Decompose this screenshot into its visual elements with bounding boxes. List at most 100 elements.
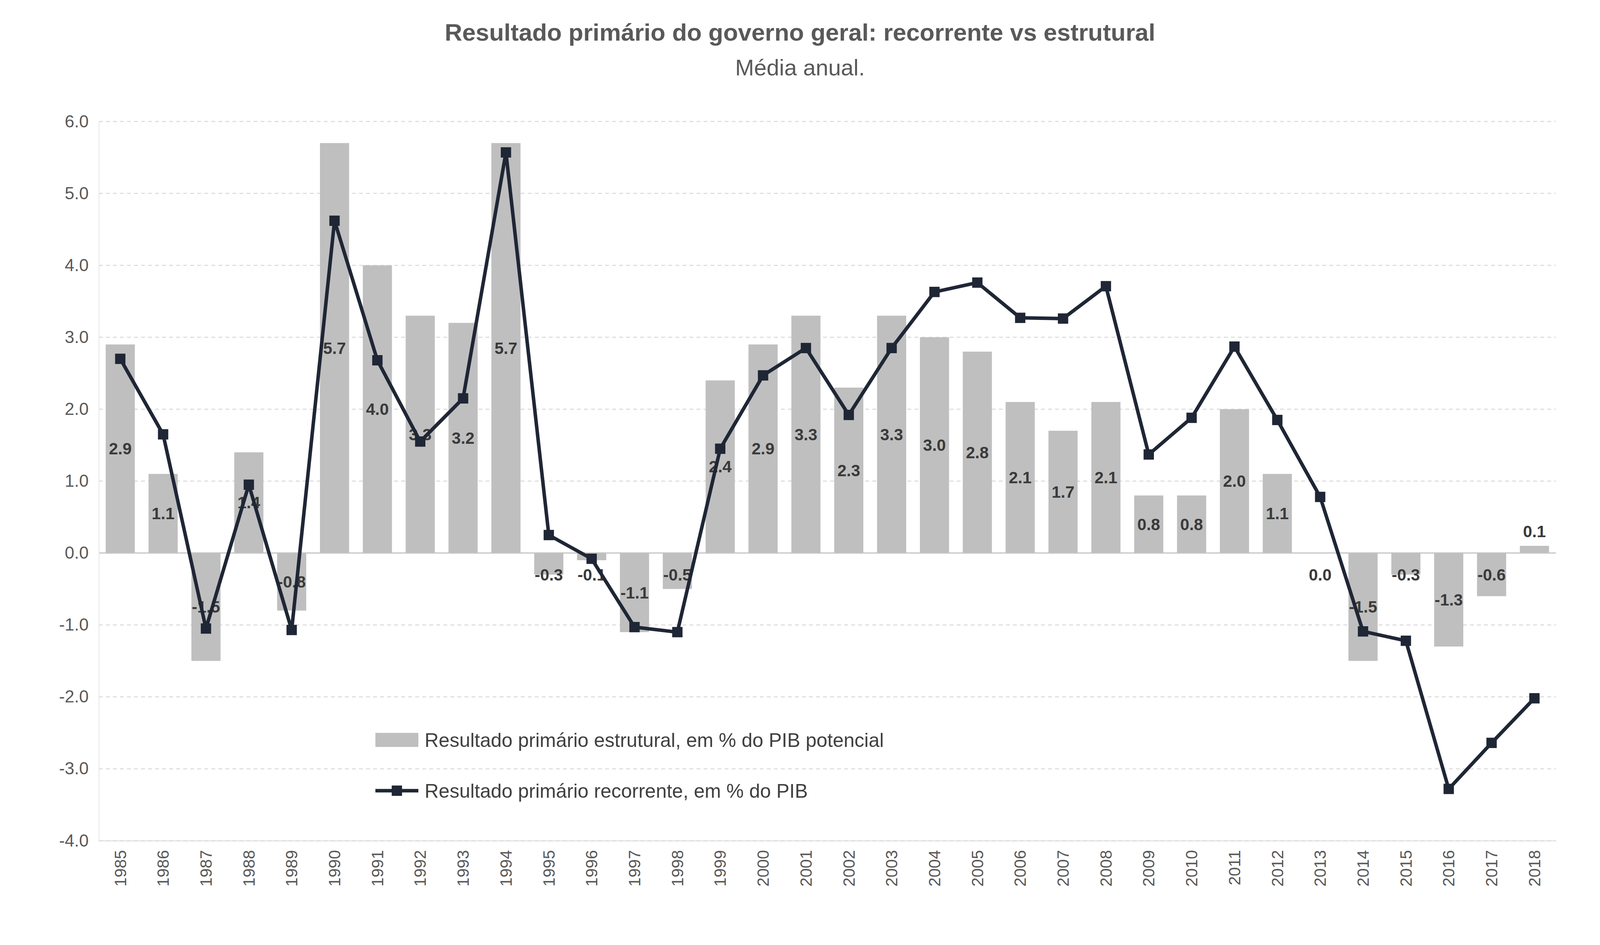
x-tick-label: 1996 bbox=[582, 850, 601, 887]
data-label: 1.1 bbox=[1266, 504, 1289, 523]
x-tick: 1993 bbox=[453, 840, 473, 887]
marker bbox=[1186, 412, 1197, 423]
grid-line bbox=[98, 696, 1556, 698]
x-tick: 2004 bbox=[925, 840, 944, 887]
x-tick-label: 2017 bbox=[1482, 850, 1501, 887]
marker bbox=[543, 529, 554, 540]
x-tick: 2001 bbox=[796, 840, 816, 887]
y-tick: -4.0 bbox=[58, 830, 99, 850]
grid-line bbox=[98, 121, 1556, 123]
legend-swatch bbox=[375, 732, 419, 747]
data-label: -0.8 bbox=[277, 572, 306, 592]
x-tick-label: 2014 bbox=[1353, 850, 1373, 887]
x-tick-label: 1997 bbox=[625, 850, 644, 887]
x-tick: 1994 bbox=[496, 840, 516, 887]
bar bbox=[919, 337, 950, 553]
data-label: 2.4 bbox=[708, 457, 733, 476]
subtitle: Média anual. bbox=[735, 54, 865, 81]
y-tick-label: -3.0 bbox=[58, 758, 89, 778]
x-tick-label: 1999 bbox=[710, 850, 730, 887]
y-tick: 2.0 bbox=[64, 399, 99, 419]
bar bbox=[1519, 545, 1550, 553]
y-tick-label: -4.0 bbox=[58, 830, 89, 850]
x-tick: 1992 bbox=[410, 840, 430, 887]
data-label: 1.1 bbox=[151, 504, 175, 523]
data-label: 3.3 bbox=[794, 425, 818, 444]
title: Resultado primário do governo geral: rec… bbox=[444, 18, 1156, 46]
x-tick: 2012 bbox=[1268, 840, 1287, 887]
data-label: 2.1 bbox=[1008, 468, 1032, 487]
x-tick: 2014 bbox=[1353, 840, 1373, 887]
x-tick: 2015 bbox=[1396, 840, 1416, 887]
bar bbox=[405, 315, 435, 554]
legend-item: Resultado primário estrutural, em % do P… bbox=[375, 729, 884, 752]
bar bbox=[1048, 430, 1078, 554]
x-tick-label: 1989 bbox=[282, 850, 301, 887]
x-tick: 2005 bbox=[968, 840, 987, 887]
legend-item: Resultado primário recorrente, em % do P… bbox=[375, 780, 808, 802]
data-label: 2.0 bbox=[1223, 471, 1246, 491]
x-tick: 1985 bbox=[111, 840, 130, 887]
y-tick-label: -2.0 bbox=[58, 686, 89, 706]
x-tick: 1997 bbox=[625, 840, 644, 887]
x-tick: 1999 bbox=[710, 840, 730, 887]
marker bbox=[415, 436, 426, 447]
plot: -4.0-3.0-2.0-1.00.01.02.03.04.05.06.0198… bbox=[58, 111, 1556, 887]
x-tick-label: 2004 bbox=[925, 850, 944, 887]
bar bbox=[1133, 495, 1164, 553]
x-tick: 1991 bbox=[368, 840, 387, 887]
marker bbox=[1443, 783, 1454, 794]
marker bbox=[115, 353, 126, 364]
grid bbox=[98, 121, 1556, 841]
marker bbox=[629, 621, 640, 633]
x-tick-label: 1986 bbox=[153, 850, 173, 887]
marker bbox=[800, 342, 811, 354]
x-axis: 1985198619871988198919901991199219931994… bbox=[99, 840, 1557, 887]
marker bbox=[243, 479, 254, 490]
data-label: 2.9 bbox=[751, 439, 775, 458]
x-tick-label: 1987 bbox=[196, 850, 216, 887]
data-label: -0.6 bbox=[1477, 565, 1506, 584]
data-label: 0.1 bbox=[1523, 522, 1546, 541]
marker bbox=[1272, 414, 1283, 425]
y-axis-line bbox=[98, 121, 100, 842]
x-tick: 2008 bbox=[1096, 840, 1116, 887]
bar bbox=[876, 315, 907, 554]
marker bbox=[1486, 737, 1497, 748]
x-tick-label: 2001 bbox=[796, 850, 816, 887]
data-label: -0.5 bbox=[663, 565, 692, 584]
x-tick: 1995 bbox=[539, 840, 559, 887]
x-tick-label: 1985 bbox=[111, 850, 130, 887]
x-tick: 2017 bbox=[1482, 840, 1501, 887]
grid-line bbox=[98, 192, 1556, 195]
x-tick-label: 2002 bbox=[839, 850, 859, 887]
bar bbox=[1348, 553, 1378, 661]
legend-label: Resultado primário estrutural, em % do P… bbox=[424, 729, 884, 752]
bar bbox=[1305, 552, 1335, 554]
bar bbox=[1176, 495, 1207, 553]
x-tick: 2006 bbox=[1010, 840, 1030, 887]
x-tick: 2000 bbox=[753, 840, 773, 887]
x-tick-label: 2013 bbox=[1310, 850, 1330, 887]
data-label: 2.9 bbox=[108, 439, 132, 458]
x-tick-label: 1992 bbox=[410, 850, 430, 887]
y-tick-label: 5.0 bbox=[64, 183, 89, 203]
bar bbox=[276, 553, 307, 611]
data-label: 0.0 bbox=[1308, 565, 1332, 584]
marker bbox=[586, 553, 597, 564]
data-label: 5.7 bbox=[494, 339, 518, 358]
x-tick: 2009 bbox=[1139, 840, 1158, 887]
marker bbox=[1014, 312, 1025, 323]
data-label: 1.7 bbox=[1051, 482, 1075, 502]
x-tick: 2013 bbox=[1310, 840, 1330, 887]
marker bbox=[1529, 692, 1540, 704]
grid-line bbox=[98, 264, 1556, 267]
x-tick: 1986 bbox=[153, 840, 173, 887]
data-label: 2.8 bbox=[966, 443, 989, 462]
marker bbox=[372, 355, 383, 366]
bar bbox=[748, 344, 778, 554]
x-tick: 2018 bbox=[1525, 840, 1544, 887]
y-axis: -4.0-3.0-2.0-1.00.01.02.03.04.05.06.0 bbox=[58, 111, 99, 850]
data-label: 2.3 bbox=[837, 461, 861, 480]
x-tick-label: 2008 bbox=[1096, 850, 1116, 887]
